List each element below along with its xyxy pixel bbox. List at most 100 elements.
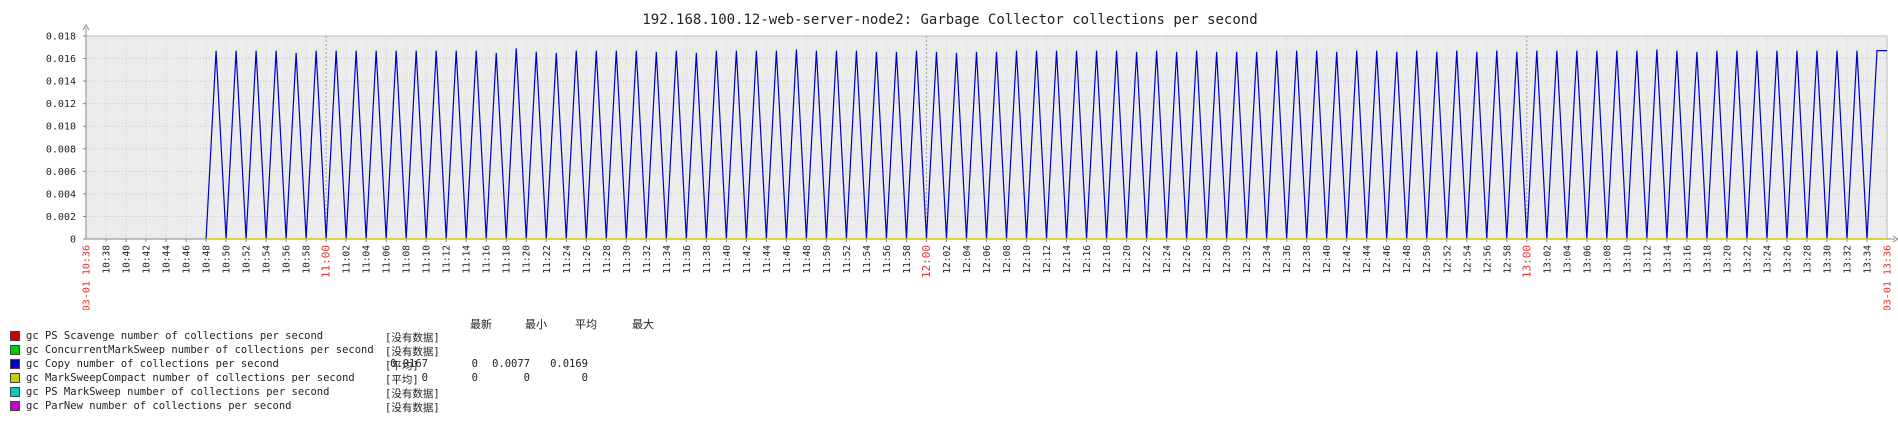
- x-axis-arrow: [1892, 235, 1898, 243]
- x-tick-label: 11:20: [522, 245, 533, 274]
- x-tick-label: 12:14: [1062, 245, 1073, 274]
- x-tick-label: 13:24: [1762, 245, 1773, 274]
- x-tick-label: 13:16: [1682, 245, 1693, 274]
- x-tick-label: 11:42: [742, 245, 753, 274]
- x-tick-label: 03-01 13:36: [1883, 245, 1894, 310]
- legend-value: 0: [421, 372, 428, 384]
- legend-swatch: [10, 359, 20, 369]
- series-group: [205, 48, 1887, 240]
- x-tick-label: 13:12: [1642, 245, 1653, 274]
- x-tick-label: 13:06: [1582, 245, 1593, 274]
- chart-title: 192.168.100.12-web-server-node2: Garbage…: [642, 12, 1257, 28]
- x-tick-label: 12:10: [1022, 245, 1033, 274]
- x-tick-label: 11:50: [822, 245, 833, 274]
- x-tick-label: 11:48: [802, 245, 813, 274]
- x-tick-label: 12:58: [1502, 245, 1513, 274]
- legend-value: 0: [471, 358, 478, 370]
- x-tick-label: 13:20: [1722, 245, 1733, 274]
- x-tick-label: 13:04: [1562, 245, 1573, 274]
- legend-function: [没有数据]: [385, 402, 440, 414]
- y-tick-label: 0.012: [46, 99, 76, 110]
- y-tick-label: 0.002: [46, 212, 76, 223]
- x-axis-ticks: 03-01 10:36 10:38 10:40 10:42 10:44 10:46 10:4…: [82, 239, 1894, 310]
- x-tick-label: 13:30: [1822, 245, 1833, 274]
- x-tick-label: 11:02: [342, 245, 353, 274]
- legend-swatch: [10, 373, 20, 383]
- x-tick-label: 13:26: [1782, 245, 1793, 274]
- x-tick-label: 11:38: [702, 245, 713, 274]
- legend-value: 0.0077: [492, 358, 530, 370]
- legend-function: [没有数据]: [385, 346, 440, 358]
- y-axis-arrow: [82, 24, 90, 31]
- x-tick-label: 11:18: [502, 245, 513, 274]
- legend-value: 0: [523, 372, 530, 384]
- x-tick-label: 11:24: [562, 245, 573, 274]
- legend-swatch: [10, 387, 20, 397]
- x-tick-label: 13:32: [1842, 245, 1853, 274]
- x-tick-label: 11:32: [642, 245, 653, 274]
- x-tick-label: 10:56: [282, 245, 293, 274]
- y-tick-label: 0: [70, 235, 76, 246]
- x-tick-label: 10:58: [302, 245, 313, 274]
- y-tick-label: 0.018: [46, 32, 76, 43]
- x-tick-label: 12:12: [1042, 245, 1053, 274]
- x-tick-label: 11:54: [862, 245, 873, 274]
- x-tick-label: 11:08: [402, 245, 413, 274]
- legend-series-name: gc MarkSweepCompact number of collection…: [26, 372, 355, 384]
- x-tick-label: 12:36: [1282, 245, 1293, 274]
- x-tick-label: 13:14: [1662, 245, 1673, 274]
- y-tick-label: 0.004: [46, 189, 76, 200]
- legend-swatch: [10, 331, 20, 341]
- x-tick-label: 12:22: [1142, 245, 1153, 274]
- legend-function: [平均]: [385, 360, 419, 372]
- x-tick-label: 12:00: [920, 245, 933, 278]
- legend-series-name: gc PS MarkSweep number of collections pe…: [26, 386, 330, 398]
- x-tick-label: 12:44: [1362, 245, 1373, 274]
- x-tick-label: 10:50: [222, 245, 233, 274]
- x-tick-label: 13:02: [1542, 245, 1553, 274]
- x-tick-label: 13:28: [1802, 245, 1813, 274]
- x-tick-label: 11:36: [682, 245, 693, 274]
- x-tick-label: 13:34: [1862, 245, 1873, 274]
- x-tick-label: 12:04: [962, 245, 973, 274]
- x-tick-label: 13:00: [1520, 245, 1533, 278]
- x-tick-label: 10:38: [102, 245, 113, 274]
- x-tick-label: 10:54: [262, 245, 273, 274]
- x-tick-label: 11:40: [722, 245, 733, 274]
- legend-header-avg: 平均: [575, 318, 597, 331]
- x-tick-label: 12:40: [1322, 245, 1333, 274]
- legend-series-name: gc ConcurrentMarkSweep number of collect…: [26, 344, 374, 356]
- x-tick-label: 11:14: [462, 245, 473, 274]
- x-tick-label: 12:48: [1402, 245, 1413, 274]
- x-tick-label: 13:18: [1702, 245, 1713, 274]
- x-tick-label: 12:42: [1342, 245, 1353, 274]
- legend-value: 0.0169: [550, 358, 588, 370]
- y-tick-label: 0.006: [46, 167, 76, 178]
- legend-value: 0: [581, 372, 588, 384]
- legend-value: 0: [471, 372, 478, 384]
- x-tick-label: 10:40: [122, 245, 133, 274]
- x-tick-label: 11:22: [542, 245, 553, 274]
- y-tick-label: 0.016: [46, 54, 76, 65]
- legend-value: 0.0167: [390, 358, 428, 370]
- x-tick-label: 10:42: [142, 245, 153, 274]
- x-tick-label: 11:10: [422, 245, 433, 274]
- legend-function: [没有数据]: [385, 332, 440, 344]
- x-tick-label: 12:08: [1002, 245, 1013, 274]
- legend-series-name: gc ParNew number of collections per seco…: [26, 400, 292, 412]
- x-tick-label: 03-01 10:36: [82, 245, 93, 310]
- x-tick-label: 11:30: [622, 245, 633, 274]
- x-tick-label: 11:12: [442, 245, 453, 274]
- x-tick-label: 12:26: [1182, 245, 1193, 274]
- x-tick-label: 12:46: [1382, 245, 1393, 274]
- legend-series-name: gc PS Scavenge number of collections per…: [26, 330, 324, 342]
- x-tick-label: 10:44: [162, 245, 173, 274]
- legend-swatch: [10, 401, 20, 411]
- x-tick-label: 12:34: [1262, 245, 1273, 274]
- x-tick-label: 12:32: [1242, 245, 1253, 274]
- x-tick-label: 11:58: [902, 245, 913, 274]
- gc-chart: 192.168.100.12-web-server-node2: Garbage…: [46, 12, 1898, 310]
- y-tick-label: 0.010: [46, 122, 76, 133]
- x-tick-label: 12:56: [1482, 245, 1493, 274]
- x-tick-label: 11:34: [662, 245, 673, 274]
